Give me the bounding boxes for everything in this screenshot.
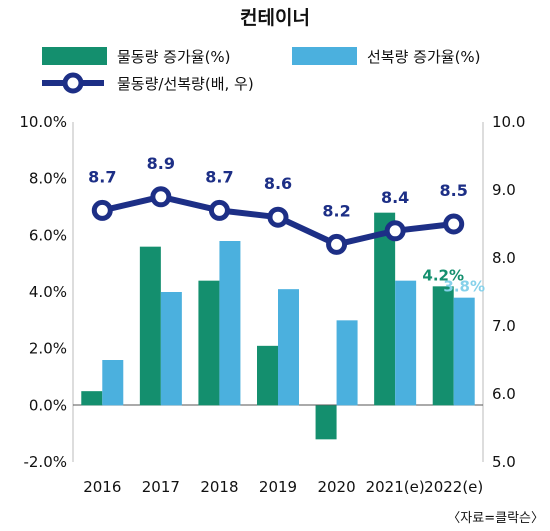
ratio-marker [267, 206, 289, 228]
chart-title: 컨테이너 [240, 7, 310, 29]
left-axis-ticks: 10.0% 8.0% 6.0% 4.0% 2.0% 0.0% -2.0% [19, 113, 67, 471]
cargo-growth-data-label: 4.2% [422, 266, 464, 284]
left-axis-tick-label: 10.0% [19, 113, 67, 131]
ratio-data-labels: 8.7 8.9 8.7 8.6 8.2 8.4 8.5 [88, 154, 468, 221]
right-axis-tick-label: 5.0 [492, 453, 516, 471]
cargo-growth-bar [374, 212, 396, 406]
ratio-data-label: 8.7 [205, 167, 233, 186]
fleet-growth-bar [219, 241, 241, 406]
legend-swatch-fleet-growth [292, 47, 357, 65]
ratio-data-label: 8.6 [264, 174, 292, 193]
legend-swatch-cargo-growth [42, 47, 107, 65]
fleet-growth-bar [102, 360, 124, 406]
x-axis-tick-label: 2017 [142, 478, 180, 496]
fleet-growth-bar [336, 320, 358, 406]
ratio-data-label: 8.2 [322, 201, 350, 220]
ratio-marker [443, 213, 465, 235]
left-axis-tick-label: 6.0% [29, 226, 67, 244]
fleet-growth-bar [278, 289, 299, 406]
ratio-marker [208, 199, 230, 221]
x-axis-tick-label: 2020 [317, 478, 355, 496]
right-axis-tick-label: 8.0 [492, 249, 516, 267]
left-axis-tick-label: 2.0% [29, 340, 67, 358]
ratio-data-label: 8.4 [381, 188, 409, 207]
x-axis-tick-label: 2019 [259, 478, 297, 496]
legend-label-fleet-growth: 선복량 증가율(%) [367, 48, 481, 66]
bars [81, 212, 475, 440]
cargo-growth-bar [257, 345, 278, 406]
cargo-growth-bar [432, 286, 454, 406]
x-axis-ticks: 2016 2017 2018 2019 2020 2021(e) 2022(e) [83, 478, 483, 496]
ratio-markers [91, 186, 465, 255]
left-axis-tick-label: 8.0% [29, 170, 67, 188]
legend-marker-ratio [62, 72, 84, 94]
cargo-growth-bar [139, 246, 161, 406]
fleet-growth-data-label: 3.8% [443, 278, 485, 296]
legend-label-cargo-growth: 물동량 증가율(%) [117, 48, 231, 66]
left-axis-tick-label: 4.0% [29, 283, 67, 301]
cargo-growth-bar [315, 405, 337, 440]
fleet-growth-bar [160, 292, 182, 406]
cargo-growth-bar [81, 391, 103, 406]
x-axis-tick-label: 2021(e) [366, 478, 425, 496]
right-axis-tick-label: 9.0 [492, 181, 516, 199]
ratio-marker [150, 186, 172, 208]
fleet-growth-bar [453, 297, 475, 406]
cargo-growth-bar [198, 280, 220, 406]
left-axis-tick-label: 0.0% [29, 396, 67, 414]
ratio-data-label: 8.7 [88, 167, 116, 186]
bar-data-labels: 4.2%3.8% [422, 266, 485, 295]
ratio-marker [326, 233, 348, 255]
x-axis-tick-label: 2022(e) [424, 478, 483, 496]
ratio-marker [384, 220, 406, 242]
left-axis-tick-label: -2.0% [23, 453, 67, 471]
ratio-data-label: 8.5 [440, 181, 468, 200]
ratio-data-label: 8.9 [147, 154, 175, 173]
right-axis-tick-label: 6.0 [492, 385, 516, 403]
right-axis-tick-label: 7.0 [492, 317, 516, 335]
ratio-marker [91, 199, 113, 221]
source-note: 〈자료=클락슨〉 [447, 511, 544, 526]
fleet-growth-bar [395, 280, 417, 406]
right-axis-tick-label: 10.0 [492, 113, 525, 131]
right-axis-ticks: 10.0 9.0 8.0 7.0 6.0 5.0 [492, 113, 525, 471]
x-axis-tick-label: 2016 [83, 478, 121, 496]
x-axis-tick-label: 2018 [200, 478, 238, 496]
legend-label-ratio: 물동량/선복량(배, 우) [117, 75, 254, 93]
